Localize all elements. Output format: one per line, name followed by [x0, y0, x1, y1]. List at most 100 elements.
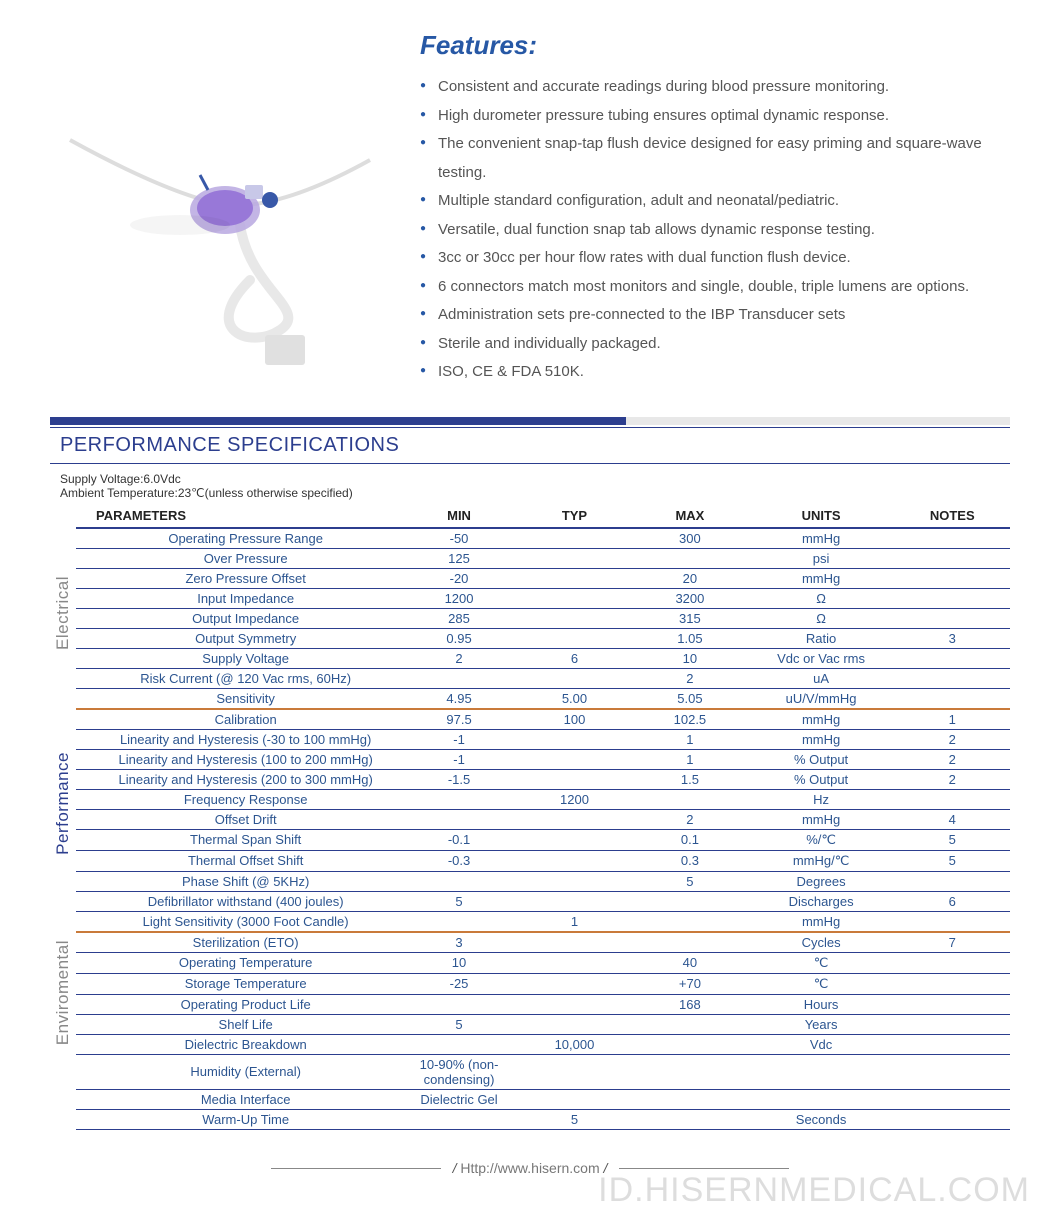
cell: 10: [632, 648, 747, 668]
cell: 4.95: [401, 688, 516, 709]
spec-table: PARAMETERSMINTYPMAXUNITSNOTESOperating P…: [76, 504, 1010, 1130]
cell: Years: [748, 1014, 895, 1034]
spec-meta-1: Supply Voltage:6.0Vdc: [60, 472, 1000, 486]
table-row: Operating Temperature1040℃: [76, 952, 1010, 973]
cell: [632, 932, 747, 953]
cell: 5.05: [632, 688, 747, 709]
table-row: Linearity and Hysteresis (100 to 200 mmH…: [76, 749, 1010, 769]
cell: Media Interface: [76, 1089, 401, 1109]
cell: Output Symmetry: [76, 628, 401, 648]
cell: 3200: [632, 588, 747, 608]
feature-item: Administration sets pre-connected to the…: [420, 301, 1010, 330]
spec-meta: Supply Voltage:6.0Vdc Ambient Temperatur…: [50, 464, 1010, 504]
table-row: Sensitivity4.955.005.05uU/V/mmHg: [76, 688, 1010, 709]
cell: +70: [632, 973, 747, 994]
table-row: Defibrillator withstand (400 joules)5Dis…: [76, 891, 1010, 911]
cell: 5: [895, 850, 1010, 871]
cell: [517, 850, 632, 871]
vertical-labels: ElectricalPerformanceEnviromental: [50, 504, 76, 1130]
col-header: TYP: [517, 504, 632, 528]
cell: [632, 891, 747, 911]
cell: [517, 628, 632, 648]
cell: Operating Pressure Range: [76, 528, 401, 549]
cell: 0.1: [632, 829, 747, 850]
cell: [895, 648, 1010, 668]
cell: [632, 1034, 747, 1054]
cell: [517, 1089, 632, 1109]
cell: 6: [517, 648, 632, 668]
cell: Ω: [748, 588, 895, 608]
feature-item: 6 connectors match most monitors and sin…: [420, 273, 1010, 302]
footer-url: Http://www.hisern.com: [460, 1160, 599, 1176]
cell: [632, 1109, 747, 1129]
cell: [517, 973, 632, 994]
col-header: PARAMETERS: [76, 504, 401, 528]
cell: [895, 668, 1010, 688]
cell: 3: [895, 628, 1010, 648]
table-row: Shelf Life5 Years: [76, 1014, 1010, 1034]
cell: % Output: [748, 749, 895, 769]
table-row: Operating Pressure Range-50300mmHg: [76, 528, 1010, 549]
cell: 125: [401, 548, 516, 568]
cell: 2: [895, 769, 1010, 789]
cell: -1: [401, 729, 516, 749]
feature-item: ISO, CE & FDA 510K.: [420, 358, 1010, 387]
cell: mmHg: [748, 568, 895, 588]
cell: Cycles: [748, 932, 895, 953]
table-row: Thermal Span Shift-0.10.1%/℃5: [76, 829, 1010, 850]
cell: [401, 1034, 516, 1054]
cell: [517, 668, 632, 688]
cell: uA: [748, 668, 895, 688]
cell: [517, 994, 632, 1014]
cell: mmHg: [748, 528, 895, 549]
cell: Humidity (External): [76, 1054, 401, 1089]
cell: 2: [632, 668, 747, 688]
feature-item: The convenient snap-tap flush device des…: [420, 130, 1010, 187]
features-section: Features: Consistent and accurate readin…: [420, 30, 1010, 387]
table-row: Risk Current (@ 120 Vac rms, 60Hz)2uA: [76, 668, 1010, 688]
cell: 5: [401, 1014, 516, 1034]
product-image: [50, 30, 390, 370]
cell: Output Impedance: [76, 608, 401, 628]
cell: Operating Product Life: [76, 994, 401, 1014]
cell: [748, 1089, 895, 1109]
cell: [517, 588, 632, 608]
cell: -1.5: [401, 769, 516, 789]
table-row: Operating Product Life168Hours: [76, 994, 1010, 1014]
table-row: Linearity and Hysteresis (-30 to 100 mmH…: [76, 729, 1010, 749]
cell: [517, 1014, 632, 1034]
cell: [401, 911, 516, 932]
cell: [895, 789, 1010, 809]
cell: [517, 952, 632, 973]
cell: 7: [895, 932, 1010, 953]
table-row: Sterilization (ETO)3Cycles7: [76, 932, 1010, 953]
feature-item: Versatile, dual function snap tab allows…: [420, 216, 1010, 245]
cell: Sterilization (ETO): [76, 932, 401, 953]
cell: [401, 994, 516, 1014]
cell: 97.5: [401, 709, 516, 730]
col-header: MAX: [632, 504, 747, 528]
cell: [895, 528, 1010, 549]
table-row: Phase Shift (@ 5KHz)5Degrees: [76, 871, 1010, 891]
cell: Operating Temperature: [76, 952, 401, 973]
cell: [632, 1014, 747, 1034]
cell: mmHg: [748, 729, 895, 749]
cell: Discharges: [748, 891, 895, 911]
cell: [895, 608, 1010, 628]
cell: 1: [517, 911, 632, 932]
cell: 10: [401, 952, 516, 973]
cell: [895, 973, 1010, 994]
cell: Shelf Life: [76, 1014, 401, 1034]
feature-item: Consistent and accurate readings during …: [420, 73, 1010, 102]
cell: [895, 911, 1010, 932]
cell: 168: [632, 994, 747, 1014]
cell: Linearity and Hysteresis (-30 to 100 mmH…: [76, 729, 401, 749]
cell: 1: [632, 729, 747, 749]
cell: -20: [401, 568, 516, 588]
spec-topbar: [50, 417, 1010, 425]
group-label: Electrical: [53, 576, 73, 650]
group-label: Enviromental: [53, 940, 73, 1045]
table-row: Input Impedance12003200Ω: [76, 588, 1010, 608]
table-row: Output Impedance285315Ω: [76, 608, 1010, 628]
spec-title: PERFORMANCE SPECIFICATIONS: [50, 427, 1010, 464]
